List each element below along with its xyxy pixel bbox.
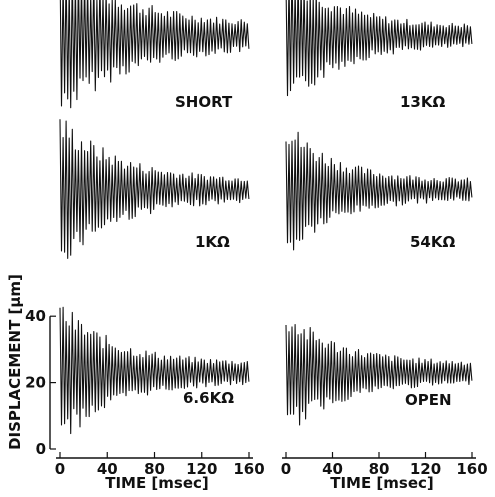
panels: SHORT 13KΩ 1KΩ 54KΩ 6.6KΩ OPEN xyxy=(59,0,473,435)
x-tick-label-1-80: 80 xyxy=(144,460,165,478)
x-tick-label-2-160: 160 xyxy=(456,460,487,478)
x-tick-label-2-120: 120 xyxy=(410,460,441,478)
panel-label-5: 6.6KΩ xyxy=(183,389,234,407)
y-tick-label-0: 0 xyxy=(36,440,46,458)
series-line-4 xyxy=(285,131,473,251)
series-line-2 xyxy=(285,0,473,97)
series-line-1 xyxy=(59,0,250,109)
panel-6: OPEN xyxy=(285,324,473,426)
panel-label-2: 13KΩ xyxy=(400,93,445,111)
panel-3: 1KΩ xyxy=(59,119,250,259)
x-tick-label-1-120: 120 xyxy=(186,460,217,478)
panel-label-1: SHORT xyxy=(175,93,233,111)
panel-2: 13KΩ xyxy=(285,0,473,111)
panel-label-6: OPEN xyxy=(405,391,452,409)
series-line-5 xyxy=(59,306,250,435)
x-tick-label-1-0: 0 xyxy=(55,460,65,478)
panel-1: SHORT xyxy=(59,0,250,111)
y-axis-label: DISPLACEMENT [μm] xyxy=(6,274,24,450)
y-tick-label-20: 20 xyxy=(25,374,46,392)
series-line-6 xyxy=(285,324,473,426)
x-axis-label-right: TIME [msec] xyxy=(330,474,434,492)
panel-5: 6.6KΩ xyxy=(59,306,250,435)
x-tick-label-1-160: 160 xyxy=(233,460,264,478)
x-tick-label-2-0: 0 xyxy=(281,460,291,478)
axes: 0 20 40 0 40 80 120 160 0 40 80 120 160 xyxy=(25,307,488,478)
x-axis-label-left: TIME [msec] xyxy=(105,474,209,492)
series-line-3 xyxy=(59,119,250,259)
panel-label-3: 1KΩ xyxy=(195,233,230,251)
panel-4: 54KΩ xyxy=(285,131,473,251)
y-tick-label-40: 40 xyxy=(25,307,46,325)
x-tick-label-2-40: 40 xyxy=(322,460,343,478)
x-tick-label-1-40: 40 xyxy=(97,460,118,478)
x-tick-label-2-80: 80 xyxy=(369,460,390,478)
panel-label-4: 54KΩ xyxy=(410,233,455,251)
